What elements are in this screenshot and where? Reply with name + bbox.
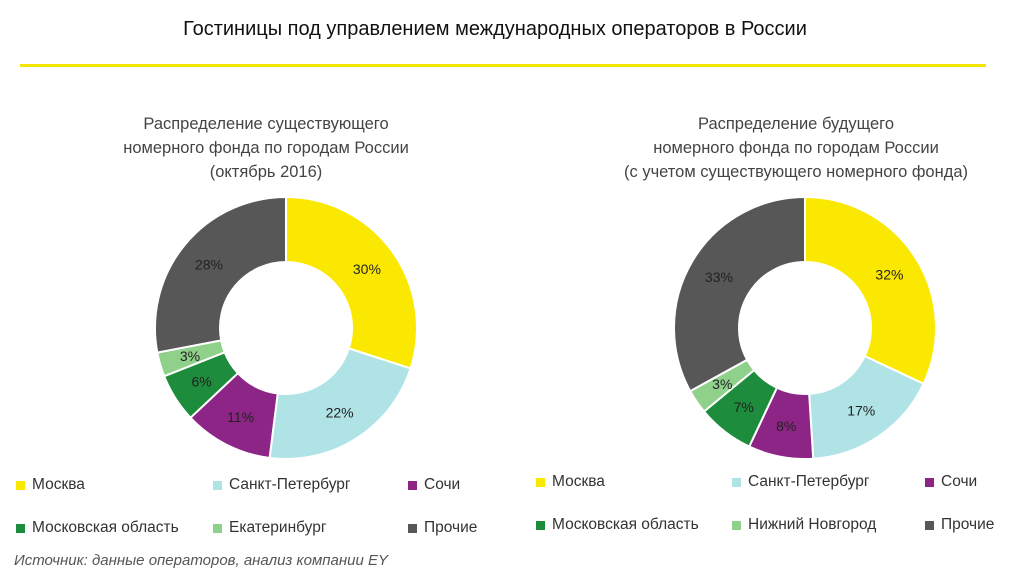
legend-swatch (536, 477, 545, 487)
slice-value-label: 7% (734, 399, 754, 415)
legend-swatch (925, 477, 934, 487)
legend-item-санкт-петербург: Санкт-Петербург (732, 473, 870, 491)
donut-chart-existing: 30% 22% 11% 6% 3% 28% (154, 195, 418, 460)
donut-slice-москва (285, 195, 418, 370)
slice-value-label: 8% (776, 418, 796, 434)
legend-swatch (16, 523, 25, 533)
slice-value-label: 30% (353, 261, 381, 277)
chart-1-title: Распределение существующего номерного фо… (56, 112, 476, 184)
legend-label: Москва (552, 473, 605, 490)
legend-label: Московская область (32, 519, 179, 536)
slice-value-label: 3% (180, 348, 200, 364)
legend-item-прочие: Прочие (408, 519, 477, 537)
donut-slice-прочие (673, 195, 806, 393)
legend-swatch (408, 523, 417, 533)
chart-2-title-line-1: Распределение будущего (697, 115, 895, 133)
legend-swatch (408, 480, 417, 490)
legend-label: Санкт-Петербург (229, 476, 351, 493)
legend-swatch (213, 523, 222, 533)
chart-1-title-line-1: Распределение существующего (143, 115, 389, 133)
legend-item-москва: Москва (16, 476, 85, 494)
title-divider (20, 64, 986, 67)
legend-item-московская-область: Московская область (536, 516, 699, 534)
slice-value-label: 11% (227, 409, 254, 425)
slice-value-label: 28% (195, 256, 223, 272)
legend-label: Прочие (941, 516, 995, 533)
legend-swatch (732, 477, 741, 487)
chart-2-title-line-2: номерного фонда по городам России (653, 139, 939, 157)
chart-1-title-line-3: (октябрь 2016) (209, 163, 323, 181)
legend-label: Прочие (424, 519, 478, 536)
donut-chart-future: 32% 17% 8% 7%3% 33% (673, 195, 937, 460)
chart-1-title-line-2: номерного фонда по городам России (123, 139, 409, 157)
slice-value-label: 6% (191, 374, 211, 390)
slice-value-label: 3% (712, 376, 732, 392)
legend-item-московская-область: Московская область (16, 519, 179, 537)
slice-value-label: 32% (875, 266, 903, 282)
legend-label: Сочи (424, 476, 461, 493)
legend-item-москва: Москва (536, 473, 605, 491)
legend-item-нижний-новгород: Нижний Новгород (732, 516, 876, 534)
chart-2-title-line-3: (с учетом существующего номерного фонда) (623, 163, 969, 181)
legend-item-санкт-петербург: Санкт-Петербург (213, 476, 351, 494)
legend-label: Нижний Новгород (748, 516, 877, 533)
legend-item-сочи: Сочи (925, 473, 977, 491)
legend-item-екатеринбург: Екатеринбург (213, 519, 327, 537)
legend-label: Сочи (941, 473, 978, 490)
legend-item-прочие: Прочие (925, 516, 994, 534)
source-note: Источник: данные операторов, анализ комп… (14, 552, 388, 569)
legend-swatch (732, 520, 741, 530)
legend-swatch (536, 520, 545, 530)
legend-item-сочи: Сочи (408, 476, 460, 494)
legend-swatch (16, 480, 25, 490)
donut-slice-прочие (154, 195, 287, 354)
donut-slice-москва (804, 195, 937, 386)
slice-value-label: 22% (326, 404, 354, 420)
slice-value-label: 17% (847, 403, 875, 419)
chart-2-title: Распределение будущего номерного фонда п… (586, 112, 1006, 184)
legend-label: Москва (32, 476, 85, 493)
slice-value-label: 33% (705, 269, 733, 285)
legend-label: Санкт-Петербург (748, 473, 870, 490)
donut-slice-санкт-петербург (268, 347, 412, 460)
legend-label: Екатеринбург (229, 519, 327, 536)
legend-label: Московская область (552, 516, 699, 533)
legend-swatch (925, 520, 934, 530)
legend-swatch (213, 480, 222, 490)
page-title: Гостиницы под управлением международных … (183, 18, 807, 40)
